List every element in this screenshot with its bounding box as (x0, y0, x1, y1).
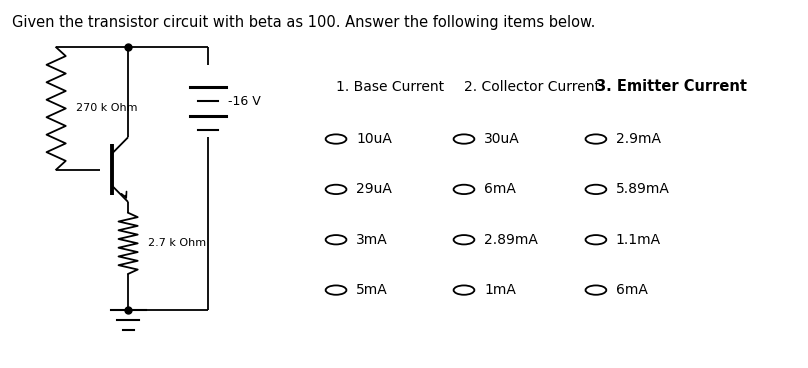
Text: 30uA: 30uA (484, 132, 520, 146)
Text: 29uA: 29uA (356, 183, 392, 197)
Text: 6mA: 6mA (616, 283, 648, 297)
Text: 3mA: 3mA (356, 233, 388, 247)
Text: 2. Collector Current: 2. Collector Current (464, 80, 600, 94)
Text: 5.89mA: 5.89mA (616, 183, 670, 197)
Text: 1.1mA: 1.1mA (616, 233, 661, 247)
Text: 2.9mA: 2.9mA (616, 132, 661, 146)
Text: -16 V: -16 V (228, 95, 261, 108)
Text: 2.7 k Ohm: 2.7 k Ohm (148, 238, 206, 248)
Text: 270 k Ohm: 270 k Ohm (76, 103, 137, 113)
Text: 1mA: 1mA (484, 283, 516, 297)
Text: 3. Emitter Current: 3. Emitter Current (596, 79, 747, 94)
Text: 6mA: 6mA (484, 183, 516, 197)
Text: Given the transistor circuit with beta as 100. Answer the following items below.: Given the transistor circuit with beta a… (12, 15, 595, 30)
Text: 1. Base Current: 1. Base Current (336, 80, 444, 94)
Text: 2.89mA: 2.89mA (484, 233, 538, 247)
Text: 5mA: 5mA (356, 283, 388, 297)
Text: 10uA: 10uA (356, 132, 392, 146)
